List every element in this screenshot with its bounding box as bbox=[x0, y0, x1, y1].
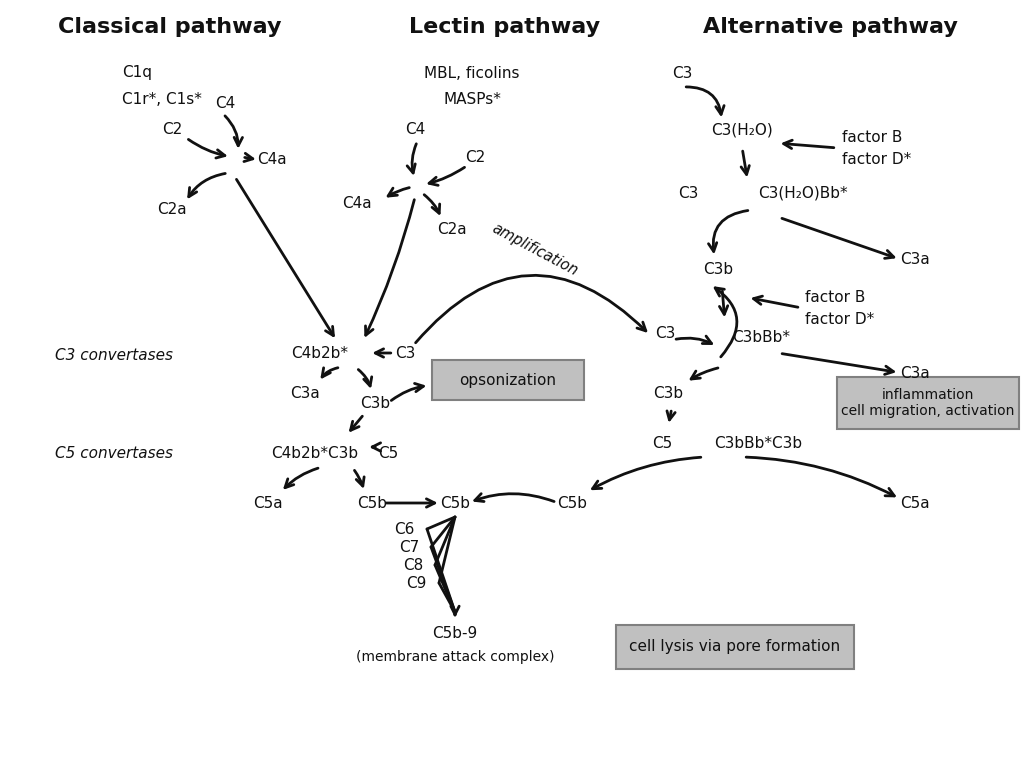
Text: C3bBb*: C3bBb* bbox=[732, 330, 790, 344]
Text: C3b: C3b bbox=[653, 386, 683, 401]
Text: C3b: C3b bbox=[702, 262, 733, 278]
Text: C3: C3 bbox=[678, 185, 698, 200]
Text: C5: C5 bbox=[378, 445, 398, 461]
Text: C9: C9 bbox=[407, 575, 427, 591]
Text: Classical pathway: Classical pathway bbox=[58, 17, 282, 37]
Text: C7: C7 bbox=[398, 539, 419, 555]
Text: C5b: C5b bbox=[557, 496, 587, 510]
Text: C3(H₂O)Bb*: C3(H₂O)Bb* bbox=[758, 185, 848, 200]
Text: C5a: C5a bbox=[900, 496, 930, 510]
Text: C2a: C2a bbox=[158, 203, 186, 217]
Text: inflammation
cell migration, activation: inflammation cell migration, activation bbox=[842, 388, 1015, 418]
Text: C4b2b*C3b: C4b2b*C3b bbox=[271, 445, 358, 461]
Text: factor D*: factor D* bbox=[805, 312, 874, 327]
Text: factor B: factor B bbox=[842, 129, 902, 145]
FancyBboxPatch shape bbox=[837, 377, 1019, 429]
Text: C5a: C5a bbox=[253, 496, 283, 510]
Text: C5b: C5b bbox=[357, 496, 387, 510]
Text: C5b-9: C5b-9 bbox=[432, 626, 477, 640]
Text: C4b2b*: C4b2b* bbox=[291, 346, 348, 360]
Text: C5: C5 bbox=[652, 435, 672, 451]
FancyBboxPatch shape bbox=[432, 360, 584, 400]
Text: C1q: C1q bbox=[122, 66, 152, 80]
Text: C5b: C5b bbox=[440, 496, 470, 510]
Text: C4: C4 bbox=[404, 122, 425, 138]
Text: MASPs*: MASPs* bbox=[443, 93, 501, 108]
Text: C8: C8 bbox=[402, 558, 423, 572]
Text: C3b: C3b bbox=[360, 396, 390, 411]
Text: C3 convertases: C3 convertases bbox=[55, 347, 173, 363]
Text: C2: C2 bbox=[162, 122, 182, 138]
Text: C3(H₂O): C3(H₂O) bbox=[711, 122, 773, 138]
Text: Alternative pathway: Alternative pathway bbox=[702, 17, 957, 37]
Text: C4: C4 bbox=[215, 96, 236, 110]
Text: C3a: C3a bbox=[900, 366, 930, 380]
Text: C3bBb*C3b: C3bBb*C3b bbox=[714, 435, 802, 451]
Text: C3: C3 bbox=[672, 66, 692, 80]
Text: cell lysis via pore formation: cell lysis via pore formation bbox=[630, 640, 841, 655]
Text: factor B: factor B bbox=[805, 289, 865, 304]
Text: C2: C2 bbox=[465, 149, 485, 164]
Text: C4a: C4a bbox=[257, 152, 287, 168]
Text: C3: C3 bbox=[395, 346, 415, 360]
Text: C6: C6 bbox=[394, 522, 415, 536]
Text: (membrane attack complex): (membrane attack complex) bbox=[355, 650, 554, 664]
Text: C4a: C4a bbox=[342, 196, 372, 210]
Text: MBL, ficolins: MBL, ficolins bbox=[424, 66, 520, 80]
FancyBboxPatch shape bbox=[616, 625, 854, 669]
Text: Lectin pathway: Lectin pathway bbox=[410, 17, 600, 37]
Text: C3a: C3a bbox=[900, 252, 930, 268]
Text: C5 convertases: C5 convertases bbox=[55, 445, 173, 461]
Text: C3: C3 bbox=[654, 325, 675, 340]
Text: opsonization: opsonization bbox=[460, 373, 556, 388]
Text: C3a: C3a bbox=[290, 386, 319, 401]
Text: C2a: C2a bbox=[437, 223, 467, 237]
Text: amplification: amplification bbox=[489, 221, 581, 279]
Text: C1r*, C1s*: C1r*, C1s* bbox=[122, 93, 202, 108]
Text: factor D*: factor D* bbox=[842, 152, 911, 168]
